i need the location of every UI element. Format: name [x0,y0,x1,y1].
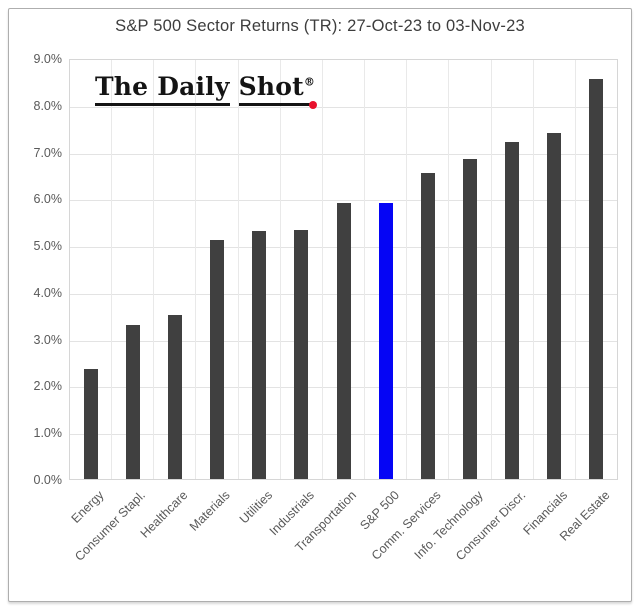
bar [505,142,520,479]
chart-title: S&P 500 Sector Returns (TR): 27-Oct-23 t… [115,17,525,35]
bar [294,229,309,479]
bar [420,172,435,479]
category-column [154,60,197,479]
y-tick-label: 5.0% [33,239,63,254]
daily-shot-logo: The Daily Shot® [95,72,318,109]
logo-red-dot-icon [309,101,318,109]
category-column [70,60,113,479]
gridline-horizontal [70,153,617,155]
y-tick-label: 6.0% [33,192,63,207]
gridline-horizontal [70,200,617,202]
category-column [576,60,617,479]
bar [462,158,477,479]
bar [210,240,225,479]
logo-shot-word: Shot [238,72,304,101]
bar [125,324,140,479]
category-column [407,60,450,479]
bar [83,369,98,479]
category-column [323,60,366,479]
y-tick-label: 4.0% [33,285,63,300]
category-column [365,60,408,479]
bar [589,79,604,479]
bar [336,203,351,479]
y-tick-label: 1.0% [33,426,63,441]
category-column [449,60,492,479]
category-column [112,60,155,479]
category-column [534,60,576,479]
category-column [492,60,534,479]
bar [547,132,562,479]
bar-highlight-sp500 [378,203,393,479]
plot-area [69,59,618,480]
logo-text-the-daily: The Daily [95,72,230,106]
logo-text-shot: Shot® [238,72,318,109]
y-tick-label: 2.0% [33,379,63,394]
category-column [239,60,281,479]
category-column [196,60,239,479]
bar [252,231,267,479]
bar [167,315,182,479]
registered-trademark-icon: ® [303,75,316,89]
gridline-horizontal [70,106,617,108]
y-tick-label: 3.0% [33,332,63,347]
y-tick-label: 0.0% [33,473,63,487]
y-tick-label: 7.0% [33,145,63,160]
category-column [281,60,323,479]
y-tick-label: 9.0% [33,52,63,66]
y-tick-label: 8.0% [33,98,63,113]
